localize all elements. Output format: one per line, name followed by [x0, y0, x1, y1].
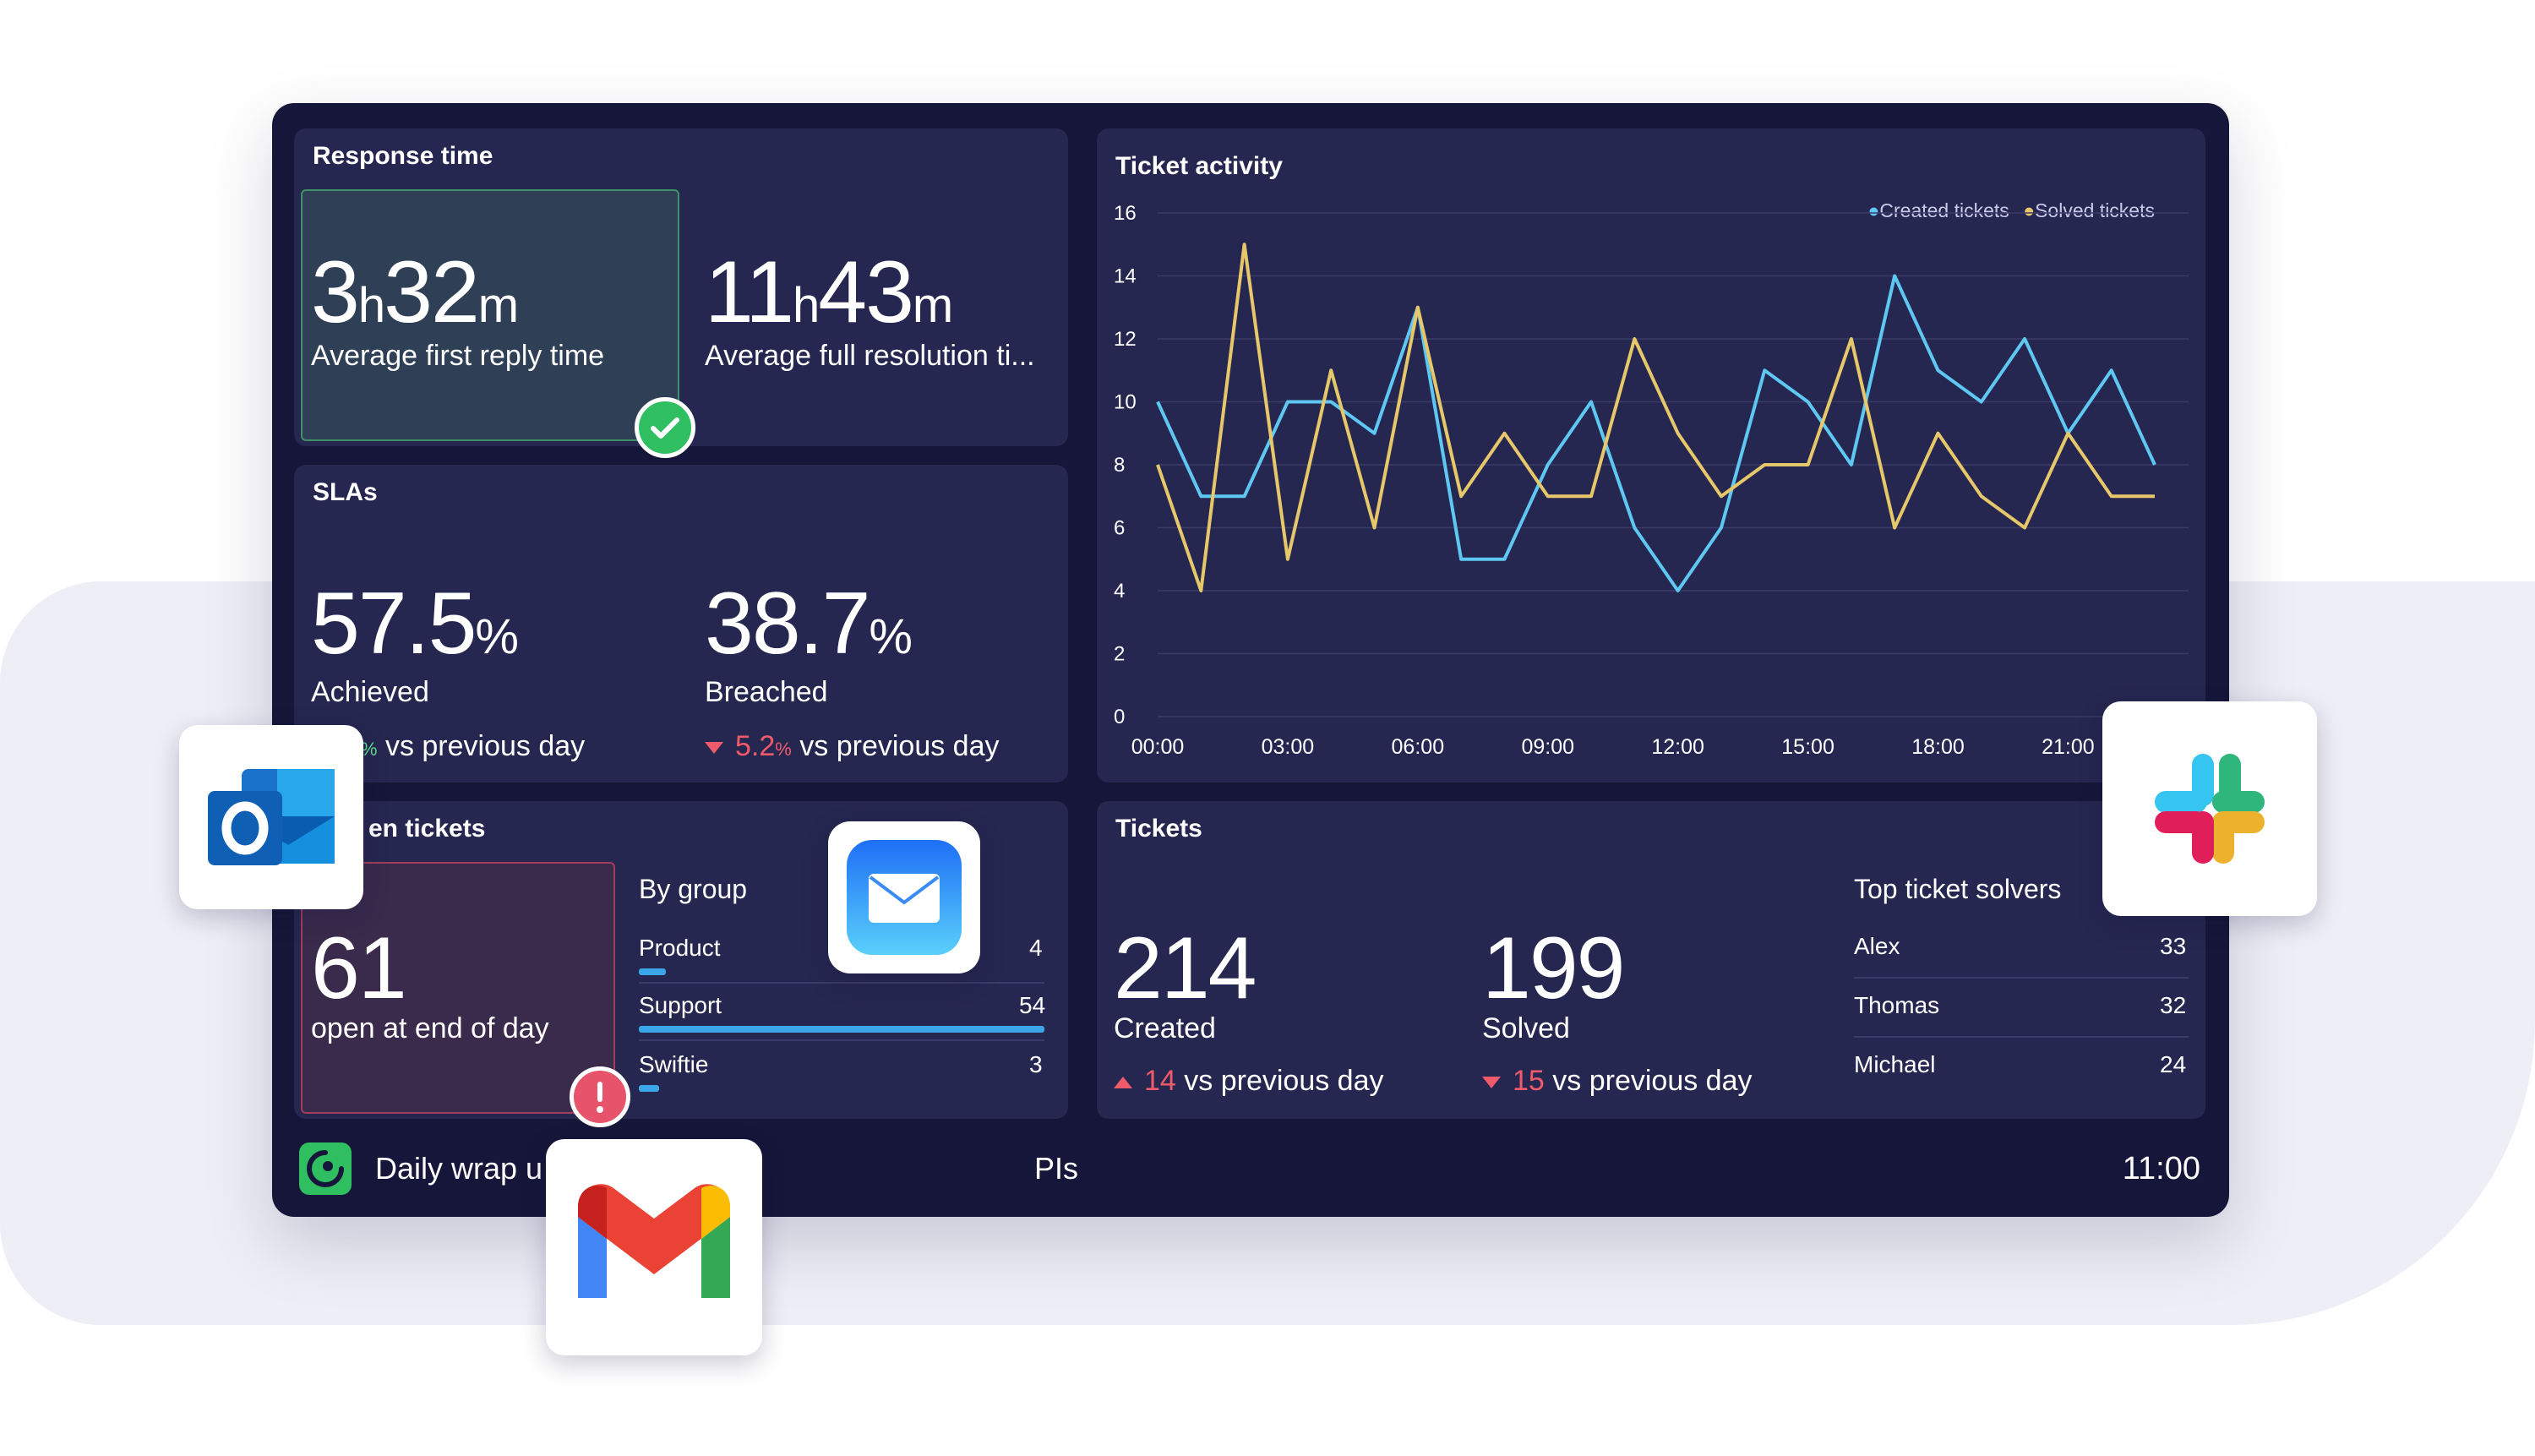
group-name: Product [639, 935, 721, 961]
x-tick-label: 15:00 [1781, 735, 1834, 759]
x-tick-label: 00:00 [1131, 735, 1185, 759]
y-tick-label: 0 [1114, 706, 1125, 728]
geckoboard-logo-icon [299, 1142, 352, 1195]
footer-title-end: PIs [1034, 1151, 1079, 1186]
solved-value: 199 [1482, 919, 1626, 1017]
created-label: Created [1114, 1012, 1216, 1044]
legend-solved: Solved tickets [2035, 199, 2155, 221]
y-tick-label: 2 [1114, 643, 1125, 666]
dashboard-screen: Response time 3h32m Average first reply … [272, 103, 2229, 1217]
solver-name: Michael [1854, 1051, 1936, 1077]
x-tick-label: 03:00 [1262, 735, 1315, 759]
open-tickets-value: 61 [311, 919, 407, 1017]
slas-title: SLAs [313, 478, 378, 506]
y-tick-label: 4 [1114, 580, 1125, 603]
solver-divider [1854, 977, 2189, 979]
gmail-icon[interactable] [546, 1139, 762, 1355]
group-bar-support [639, 1026, 1044, 1033]
group-divider [639, 1039, 1044, 1041]
solver-name: Alex [1854, 933, 1900, 959]
response-time-title: Response time [313, 142, 493, 170]
solved-delta: 15 vs previous day [1482, 1065, 1753, 1098]
y-tick-label: 12 [1114, 328, 1137, 351]
breached-value: 38.7% [705, 575, 913, 673]
ticket-activity-panel: Ticket activity ●Created tickets ●Solved… [1097, 128, 2205, 783]
full-resolution-label: Average full resolution ti... [705, 340, 1035, 372]
series-line-solved [1156, 243, 2155, 592]
group-name: Support [639, 992, 722, 1018]
footer-time: 11:00 [2122, 1151, 2200, 1186]
solver-name: Thomas [1854, 992, 1940, 1018]
solver-count: 24 [2160, 1051, 2187, 1077]
legend-created: Created tickets [1879, 199, 2009, 221]
ticket-activity-title: Ticket activity [1115, 152, 1283, 180]
solver-divider [1854, 1036, 2189, 1038]
y-tick-label: 10 [1114, 391, 1137, 414]
tickets-title: Tickets [1115, 815, 1202, 843]
breached-delta: 5.2% vs previous day [705, 730, 1000, 763]
outlook-icon[interactable] [179, 725, 363, 909]
x-tick-label: 06:00 [1392, 735, 1445, 759]
full-resolution-value: 11h43m [705, 243, 953, 341]
by-group-title: By group [639, 874, 748, 904]
check-badge-icon [635, 397, 695, 458]
x-tick-label: 09:00 [1521, 735, 1574, 759]
achieved-delta: 5% vs previous day [345, 730, 586, 762]
first-reply-label: Average first reply time [311, 340, 605, 372]
mail-icon[interactable] [828, 821, 980, 973]
x-tick-label: 18:00 [1911, 735, 1965, 759]
chart-legend: ●Created tickets ●Solved tickets [1867, 199, 2155, 221]
open-tickets-label: open at end of day [311, 1012, 549, 1044]
ticket-activity-chart: 0 2 4 6 8 10 12 14 16 00:00 03:00 06:00 09:00 12:00 15… [1114, 202, 2189, 759]
created-value: 214 [1114, 919, 1257, 1017]
alert-badge-icon [570, 1066, 630, 1127]
group-bar-swiftie [639, 1085, 659, 1092]
solver-count: 33 [2160, 933, 2187, 959]
footer-title: Daily wrap u [375, 1151, 543, 1186]
breached-label: Breached [705, 676, 828, 708]
created-delta: 14 vs previous day [1114, 1065, 1384, 1098]
y-tick-label: 14 [1114, 265, 1137, 288]
y-tick-label: 6 [1114, 517, 1125, 540]
y-tick-label: 8 [1114, 454, 1125, 477]
slas-panel: SLAs 57.5% Achieved 5% vs previous day 3… [294, 465, 1068, 783]
x-tick-label: 12:00 [1651, 735, 1704, 759]
group-count: 4 [1029, 935, 1043, 961]
first-reply-highlight [301, 189, 679, 441]
group-count: 3 [1029, 1051, 1043, 1077]
y-tick-label: 16 [1114, 202, 1137, 225]
group-divider [639, 982, 1044, 984]
group-count: 54 [1019, 992, 1046, 1018]
first-reply-value: 3h32m [311, 243, 519, 341]
slack-icon[interactable] [2102, 701, 2317, 916]
x-tick-label: 21:00 [2042, 735, 2095, 759]
achieved-value: 57.5% [311, 575, 519, 673]
group-bar-product [639, 968, 666, 975]
tickets-panel: Tickets 214 Created 14 vs previous day 1… [1097, 801, 2205, 1119]
series-line-created [1156, 274, 2156, 592]
solver-count: 32 [2160, 992, 2187, 1018]
group-name: Swiftie [639, 1051, 709, 1077]
footer-bar: Daily wrap u PIs 11:00 [294, 1136, 2205, 1200]
response-time-panel: Response time 3h32m Average first reply … [294, 128, 1068, 446]
open-tickets-title: en tickets [368, 815, 486, 843]
solved-label: Solved [1482, 1012, 1570, 1044]
achieved-label: Achieved [311, 676, 429, 708]
top-solvers-title: Top ticket solvers [1854, 874, 2062, 904]
